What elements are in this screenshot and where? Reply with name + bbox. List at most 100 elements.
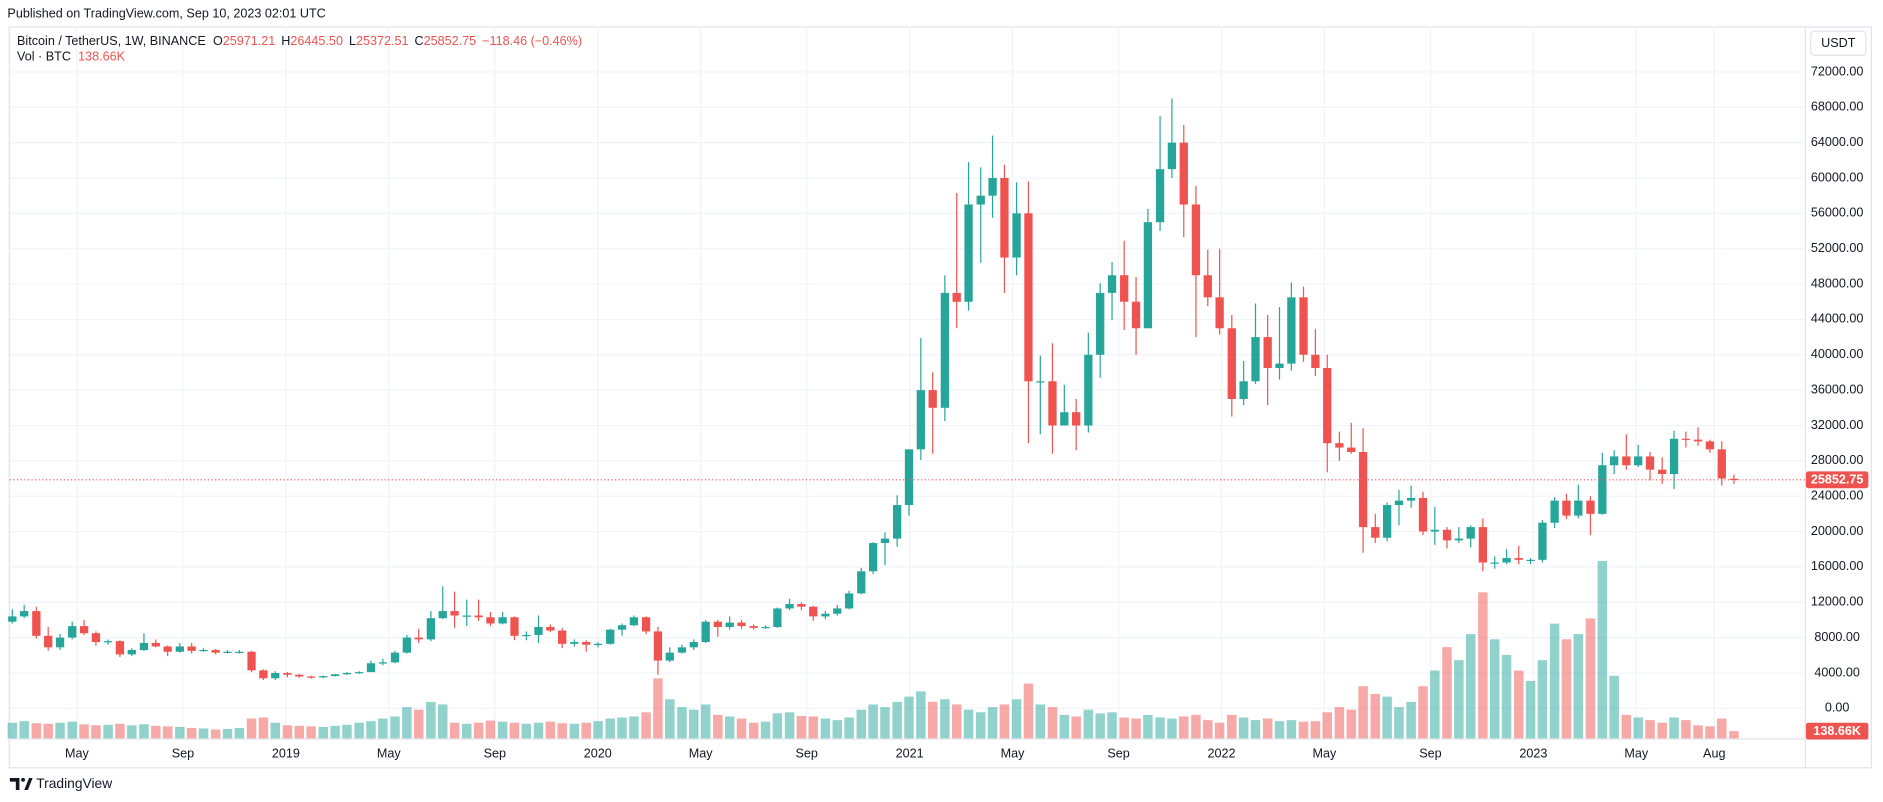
candle-body xyxy=(1490,562,1499,564)
ohlc-value: 25852.75 xyxy=(424,34,477,48)
volume-bar xyxy=(1537,660,1548,739)
volume-bar xyxy=(1442,647,1452,739)
currency-button-frame[interactable] xyxy=(1810,30,1867,56)
volume-bar xyxy=(1478,592,1488,739)
brand-logo xyxy=(9,777,33,790)
candle-body xyxy=(1598,465,1607,514)
volume-bar xyxy=(1358,686,1368,739)
volume-bar xyxy=(186,727,197,739)
ohlc-value: 25971.21 xyxy=(223,34,276,48)
volume-bar xyxy=(1717,718,1727,739)
volume-bar xyxy=(677,707,687,739)
volume-bar xyxy=(55,722,65,739)
volume-bar xyxy=(713,714,723,739)
volume-bar xyxy=(1155,717,1165,739)
volume-bar xyxy=(1573,634,1584,739)
volume-bar xyxy=(509,722,520,739)
volume-bar xyxy=(1513,670,1524,739)
candle-body xyxy=(713,621,722,628)
volume-bar xyxy=(43,723,53,739)
published-note: Published on TradingView.com, Sep 10, 20… xyxy=(7,7,325,21)
volume-bar xyxy=(820,718,831,739)
volume-bar xyxy=(1191,714,1201,739)
candle-body xyxy=(1096,292,1105,355)
candle-body xyxy=(1335,443,1344,448)
volume-bar xyxy=(724,716,735,739)
volume-bar xyxy=(402,707,412,739)
volume-bar xyxy=(1274,721,1285,739)
change-value: −118.46 (−0.46%) xyxy=(482,34,582,48)
volume-bar xyxy=(1549,623,1560,739)
candle-body xyxy=(1394,500,1404,506)
candles xyxy=(8,98,1739,681)
candle-body xyxy=(151,642,160,647)
ohlc-key: C xyxy=(415,34,424,48)
volume-bar xyxy=(258,717,269,739)
candle-body xyxy=(1442,529,1452,541)
volume-bar xyxy=(1657,722,1667,739)
candle-body xyxy=(570,642,579,644)
volume-bar xyxy=(1035,704,1046,739)
volume-bar xyxy=(641,712,651,739)
candle-body xyxy=(593,643,603,645)
candle-body xyxy=(414,637,423,640)
candle-body xyxy=(259,670,268,679)
candle-body xyxy=(1430,529,1439,532)
candle-body xyxy=(486,617,495,624)
volume-bar xyxy=(1430,670,1440,739)
volume-bar xyxy=(103,724,113,739)
x-tick-label: May xyxy=(689,746,713,760)
candle-body xyxy=(641,617,651,632)
volume-bar xyxy=(904,696,914,739)
volume-bar xyxy=(462,723,472,739)
candle-body xyxy=(1167,142,1177,170)
candle-body xyxy=(1478,527,1488,563)
volume-bar xyxy=(1465,634,1476,739)
candle-body xyxy=(1371,527,1380,538)
candle-body xyxy=(1215,297,1224,329)
volume-bar xyxy=(581,722,591,739)
candle-body xyxy=(1610,456,1619,466)
candle-body xyxy=(283,672,292,675)
candle-body xyxy=(892,505,902,539)
volume-bar xyxy=(605,718,615,739)
candle-body xyxy=(940,292,950,408)
currency-button[interactable]: USDT xyxy=(1821,36,1856,50)
candle-body xyxy=(809,606,818,617)
volume-bar xyxy=(760,721,771,739)
candle-body xyxy=(1681,438,1691,440)
volume-bar xyxy=(306,726,316,739)
volume-bar xyxy=(963,709,974,739)
candle-body xyxy=(510,617,519,636)
candle-body xyxy=(306,676,316,678)
x-tick-label: May xyxy=(1001,746,1025,760)
volume-bar xyxy=(1609,675,1619,739)
y-tick-label: 36000.00 xyxy=(1811,382,1864,396)
volume-bar xyxy=(772,713,783,739)
candle-body xyxy=(988,177,997,196)
candle-body xyxy=(725,622,734,628)
candle-body xyxy=(1263,337,1272,369)
x-tick-label: Sep xyxy=(172,746,194,760)
volume-bar xyxy=(366,721,376,739)
y-tick-label: 72000.00 xyxy=(1811,64,1864,78)
candle-body xyxy=(235,651,244,653)
volume-bar xyxy=(1489,639,1500,739)
candle-body xyxy=(1120,275,1129,302)
y-tick-label: 28000.00 xyxy=(1811,453,1864,467)
volume-bar xyxy=(115,723,125,739)
candle-body xyxy=(1669,438,1679,475)
volume-bar xyxy=(1394,707,1404,739)
volume-value: 138.66K xyxy=(78,50,126,64)
candle-body xyxy=(773,608,782,628)
volume-bar xyxy=(497,721,508,739)
volume-bar xyxy=(1227,714,1237,739)
volume-bar xyxy=(1454,660,1464,739)
candle-body xyxy=(1048,381,1057,426)
volume-bar xyxy=(1525,680,1536,739)
candle-body xyxy=(1347,447,1356,452)
candle-body xyxy=(1454,538,1463,541)
volume-bar xyxy=(354,722,364,739)
volume-bar xyxy=(139,724,149,739)
